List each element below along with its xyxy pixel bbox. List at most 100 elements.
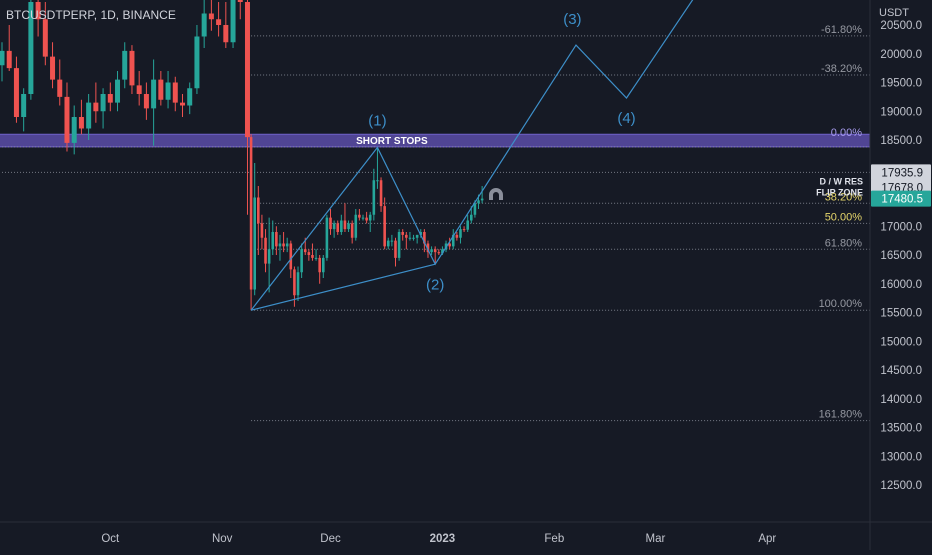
candle-body: [408, 237, 412, 239]
candle-body: [249, 137, 253, 290]
candle: [455, 232, 459, 241]
candle-body: [412, 237, 415, 239]
candle: [93, 82, 99, 123]
candle-body: [201, 13, 207, 37]
candle: [365, 211, 368, 224]
candle: [115, 71, 121, 112]
candle-body: [71, 117, 77, 143]
candle: [462, 226, 466, 232]
candle-body: [115, 79, 121, 103]
candle: [459, 226, 462, 244]
candle: [448, 237, 451, 250]
candle-body: [455, 234, 459, 238]
candle: [307, 249, 311, 261]
candle-body: [143, 94, 149, 109]
candle-body: [64, 96, 70, 143]
candle-body: [271, 232, 275, 250]
candle: [253, 163, 256, 296]
symbol-title: BTCUSDTPERP, 1D, BINANCE: [6, 8, 176, 22]
candle: [0, 42, 5, 82]
price-tick-label: 13000.0: [880, 451, 922, 463]
candle-body: [300, 249, 303, 273]
candle-body: [293, 269, 296, 296]
candle-body: [244, 2, 250, 138]
candle: [158, 71, 164, 106]
candle: [50, 42, 56, 89]
candle-body: [441, 249, 444, 254]
candle-body: [21, 94, 27, 117]
candle-body: [158, 79, 164, 100]
candle-body: [253, 197, 256, 290]
price-tick-label: 20500.0: [880, 20, 922, 32]
price-tick-label: 15500.0: [880, 308, 922, 320]
candle-body: [122, 50, 128, 80]
candle-body: [311, 255, 314, 258]
level-label-0: D / W RES: [819, 176, 863, 186]
price-tick-label: 13500.0: [880, 423, 922, 435]
candle: [230, 0, 236, 48]
candle: [329, 209, 332, 235]
candle-body: [257, 197, 260, 224]
candle: [376, 147, 379, 189]
time-tick-label: Feb: [544, 533, 564, 545]
price-tick-label: 15000.0: [880, 336, 922, 348]
candle: [397, 229, 401, 261]
candle: [35, 0, 41, 37]
candle: [285, 237, 289, 253]
candle-body: [100, 94, 106, 112]
candle: [6, 25, 12, 71]
candle: [257, 186, 260, 255]
candle-body: [390, 240, 394, 242]
candle: [379, 177, 383, 212]
candle: [466, 214, 469, 232]
candle-body: [462, 229, 466, 231]
candle: [311, 243, 314, 261]
candle: [394, 237, 397, 267]
candle: [194, 25, 200, 94]
candle-body: [278, 243, 282, 247]
candle-body: [419, 232, 423, 235]
candle-body: [296, 272, 300, 296]
candle-body: [50, 56, 56, 80]
candle-body: [365, 217, 368, 221]
price-tick-label: 16500.0: [880, 250, 922, 262]
candle-body: [314, 257, 318, 259]
candle-body: [347, 223, 350, 230]
candle: [361, 214, 365, 221]
candle: [136, 71, 142, 106]
time-tick-label: Oct: [101, 533, 120, 545]
candle: [340, 214, 343, 235]
candle: [423, 229, 426, 253]
candle: [223, 2, 229, 48]
candle: [13, 56, 19, 123]
fib-label-6: 100.00%: [819, 298, 863, 310]
price-tick-label: 12500.0: [880, 480, 922, 492]
candle: [412, 234, 415, 241]
candle: [358, 209, 361, 221]
fib-label-7: 161.80%: [819, 409, 863, 421]
zone-label: SHORT STOPS: [356, 136, 428, 147]
candle-body: [129, 50, 135, 86]
candle: [386, 237, 390, 250]
candle: [437, 249, 441, 255]
candle-body: [28, 2, 34, 94]
candle-body: [405, 234, 408, 238]
wave-base-line: [250, 263, 436, 311]
candle: [368, 211, 372, 232]
time-tick-label: Nov: [212, 533, 233, 545]
fib-label-5: 61.80%: [825, 237, 863, 249]
time-tick-label: 2023: [430, 533, 456, 545]
candle-body: [433, 249, 437, 253]
candle: [332, 220, 336, 238]
candle: [347, 220, 350, 232]
candle: [401, 229, 405, 241]
candle-body: [426, 243, 430, 253]
candle-body: [285, 243, 289, 247]
candle: [129, 45, 135, 94]
fib-label-1: -38.20%: [821, 63, 862, 75]
candle-body: [237, 0, 243, 2]
candle-body: [86, 102, 92, 129]
candle: [57, 59, 63, 106]
candle-body: [93, 102, 99, 112]
